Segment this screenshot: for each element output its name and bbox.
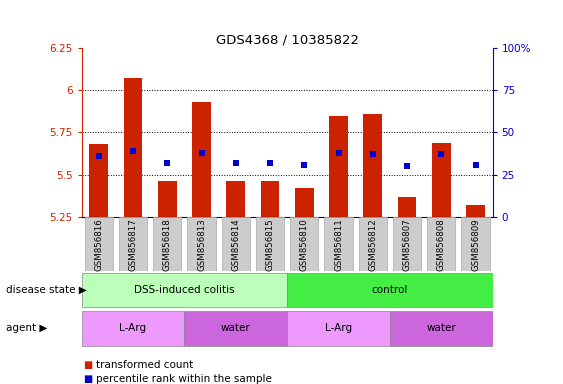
Text: L-Arg: L-Arg [325, 323, 352, 333]
Bar [329, 116, 348, 217]
Text: GSM856814: GSM856814 [231, 218, 240, 271]
Bar [226, 182, 245, 217]
Bar [363, 114, 382, 217]
Text: percentile rank within the sample: percentile rank within the sample [96, 374, 271, 384]
FancyBboxPatch shape [153, 217, 181, 271]
FancyBboxPatch shape [187, 217, 216, 271]
Text: transformed count: transformed count [96, 360, 193, 370]
FancyBboxPatch shape [290, 217, 318, 271]
Text: GSM856808: GSM856808 [437, 218, 446, 271]
FancyBboxPatch shape [324, 217, 352, 271]
FancyBboxPatch shape [427, 217, 455, 271]
Text: water: water [426, 323, 456, 333]
Text: ■: ■ [83, 374, 92, 384]
Text: control: control [372, 285, 408, 295]
FancyBboxPatch shape [287, 311, 390, 346]
Bar [397, 197, 417, 217]
FancyBboxPatch shape [256, 217, 284, 271]
FancyBboxPatch shape [222, 217, 250, 271]
Text: GSM856815: GSM856815 [266, 218, 275, 271]
FancyBboxPatch shape [82, 273, 287, 307]
Bar [158, 182, 177, 217]
FancyBboxPatch shape [287, 273, 493, 307]
Text: ■: ■ [83, 360, 92, 370]
Text: GSM856812: GSM856812 [368, 218, 377, 271]
Text: GSM856816: GSM856816 [94, 218, 103, 271]
Bar [295, 188, 314, 217]
FancyBboxPatch shape [359, 217, 387, 271]
FancyBboxPatch shape [84, 217, 113, 271]
Text: GSM856813: GSM856813 [197, 218, 206, 271]
Bar [466, 205, 485, 217]
Bar [192, 102, 211, 217]
Text: disease state ▶: disease state ▶ [6, 285, 86, 295]
Title: GDS4368 / 10385822: GDS4368 / 10385822 [216, 34, 359, 47]
FancyBboxPatch shape [82, 311, 185, 346]
FancyBboxPatch shape [393, 217, 421, 271]
Text: DSS-induced colitis: DSS-induced colitis [134, 285, 235, 295]
Text: GSM856817: GSM856817 [128, 218, 137, 271]
Text: GSM856811: GSM856811 [334, 218, 343, 271]
Text: GSM856809: GSM856809 [471, 218, 480, 271]
Text: GSM856818: GSM856818 [163, 218, 172, 271]
Text: L-Arg: L-Arg [119, 323, 146, 333]
FancyBboxPatch shape [462, 217, 490, 271]
FancyBboxPatch shape [185, 311, 287, 346]
Text: water: water [221, 323, 251, 333]
Bar [124, 78, 142, 217]
Text: agent ▶: agent ▶ [6, 323, 47, 333]
FancyBboxPatch shape [119, 217, 147, 271]
Text: GSM856807: GSM856807 [403, 218, 412, 271]
Bar [90, 144, 108, 217]
Bar [432, 142, 450, 217]
Text: GSM856810: GSM856810 [300, 218, 309, 271]
Bar [261, 182, 279, 217]
FancyBboxPatch shape [390, 311, 493, 346]
